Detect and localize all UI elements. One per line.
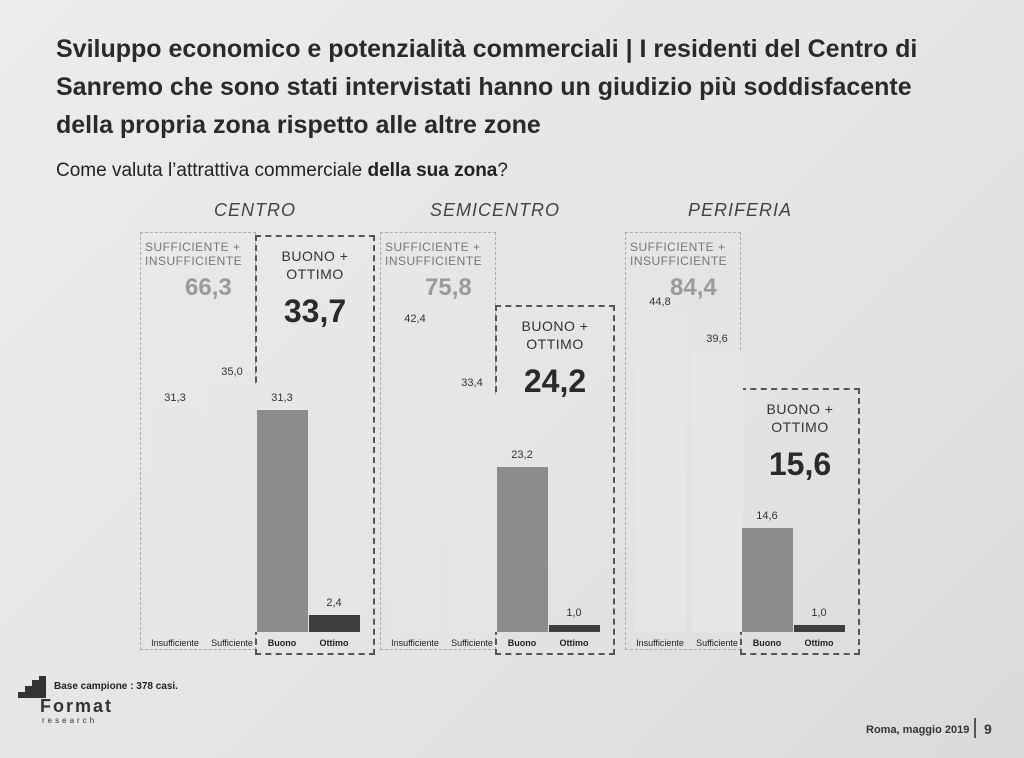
group-label: SUFFICIENTE + INSUFFICIENTE bbox=[385, 240, 483, 268]
value-label: 31,3 bbox=[164, 391, 186, 404]
subtitle-bold: della sua zona bbox=[367, 160, 498, 181]
subtitle-end: ? bbox=[497, 160, 508, 181]
group-value: 33,7 bbox=[283, 293, 347, 329]
value-label: 14,6 bbox=[756, 510, 778, 523]
bar bbox=[741, 528, 793, 632]
bar bbox=[149, 409, 201, 632]
group-value: 75,8 bbox=[425, 274, 472, 301]
value-label: 1,0 bbox=[566, 606, 582, 619]
value-label: 39,6 bbox=[706, 332, 728, 345]
bar bbox=[548, 624, 600, 632]
panel-title: CENTRO bbox=[214, 200, 296, 220]
group-label: BUONO + OTTIMO bbox=[521, 318, 589, 352]
bar bbox=[634, 313, 686, 632]
category-label: Buono bbox=[267, 638, 297, 648]
group-label: BUONO + OTTIMO bbox=[766, 401, 834, 435]
value-label: 44,8 bbox=[649, 295, 671, 308]
bar bbox=[496, 467, 548, 632]
separator bbox=[974, 718, 976, 738]
bar bbox=[256, 409, 308, 632]
panel-title: PERIFERIA bbox=[687, 200, 793, 220]
bar bbox=[389, 330, 441, 632]
page-number: 9 bbox=[984, 721, 992, 737]
category-label: Sufficiente bbox=[696, 638, 738, 648]
logo: Format bbox=[40, 696, 114, 716]
bar bbox=[308, 614, 360, 632]
category-label: Insufficiente bbox=[151, 638, 199, 648]
group-label: BUONO + OTTIMO bbox=[281, 248, 349, 282]
category-label: Sufficiente bbox=[451, 638, 493, 648]
category-label: Insufficiente bbox=[391, 638, 439, 648]
value-label: 35,0 bbox=[221, 365, 243, 378]
group-label: SUFFICIENTE + INSUFFICIENTE bbox=[145, 240, 243, 268]
group-label: SUFFICIENTE + INSUFFICIENTE bbox=[630, 240, 728, 268]
group-value: 66,3 bbox=[185, 274, 232, 301]
logo-sub: research bbox=[42, 716, 98, 725]
value-label: 42,4 bbox=[404, 312, 426, 325]
group-value: 24,2 bbox=[523, 363, 587, 399]
category-label: Buono bbox=[752, 638, 782, 648]
category-label: Buono bbox=[507, 638, 537, 648]
sample-note: Base campione : 378 casi. bbox=[54, 681, 178, 692]
group-value: 15,6 bbox=[768, 446, 832, 482]
value-label: 31,3 bbox=[271, 391, 293, 404]
panel-title: SEMICENTRO bbox=[429, 200, 560, 220]
category-label: Sufficiente bbox=[211, 638, 253, 648]
category-label: Ottimo bbox=[804, 638, 834, 648]
logo-icon bbox=[18, 676, 46, 698]
bar bbox=[206, 383, 258, 632]
bar bbox=[691, 350, 743, 632]
subtitle-text: Come valuta l’attrattiva commerciale bbox=[56, 160, 368, 181]
category-label: Ottimo bbox=[319, 638, 349, 648]
bar bbox=[793, 624, 845, 632]
bar bbox=[446, 394, 498, 632]
place-date: Roma, maggio 2019 bbox=[866, 724, 970, 736]
category-label: Ottimo bbox=[559, 638, 589, 648]
value-label: 1,0 bbox=[811, 606, 827, 619]
value-label: 23,2 bbox=[511, 449, 533, 462]
subtitle: Come valuta l’attrattiva commerciale del… bbox=[56, 160, 508, 182]
value-label: 2,4 bbox=[326, 596, 342, 609]
value-label: 33,4 bbox=[461, 376, 483, 389]
slide-title: Sviluppo economico e potenzialità commer… bbox=[56, 35, 918, 139]
group-value: 84,4 bbox=[670, 274, 717, 301]
category-label: Insufficiente bbox=[636, 638, 684, 648]
